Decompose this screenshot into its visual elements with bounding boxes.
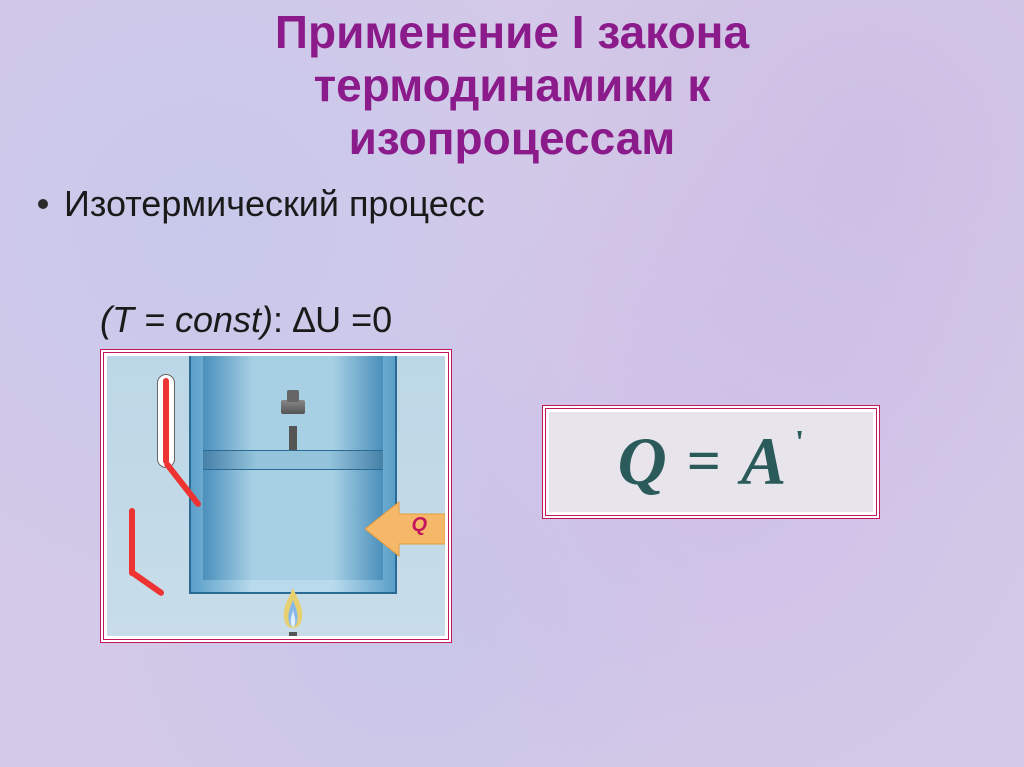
condition-italic: (T = const) [100,299,273,340]
formula-equals: = [679,427,729,496]
heat-arrow-icon [365,498,445,560]
piston-weight-knob [287,390,299,402]
flame-icon [279,588,307,636]
title-line-1: Применение I закона [275,6,749,58]
bullet-dot-icon [38,199,48,209]
piston-rod [289,426,297,450]
piston-plate [203,450,383,470]
bullet-row: Изотермический процесс [38,183,1024,225]
formula-Q: Q [618,422,667,501]
piston-weight [281,400,305,414]
formula-box: Q = A ' [549,412,873,512]
bullet-text: Изотермический процесс [64,183,485,225]
formula-A: A [741,423,786,499]
title-line-2: термодинамики к [314,59,711,111]
slide-title: Применение I закона термодинамики к изоп… [0,0,1024,165]
formula-A-wrap: A ' [741,422,804,501]
formula-prime: ' [795,424,804,462]
isothermal-diagram: Q [107,356,445,636]
formula-frame: Q = A ' [542,405,880,519]
condition-rest: : ∆U =0 [273,299,392,340]
content-row: Q Q = A ' [0,349,1024,643]
heat-label: Q [411,514,427,537]
diagram-frame: Q [100,349,452,643]
condition-formula: (T = const): ∆U =0 [100,299,1024,341]
title-line-3: изопроцессам [349,112,676,164]
